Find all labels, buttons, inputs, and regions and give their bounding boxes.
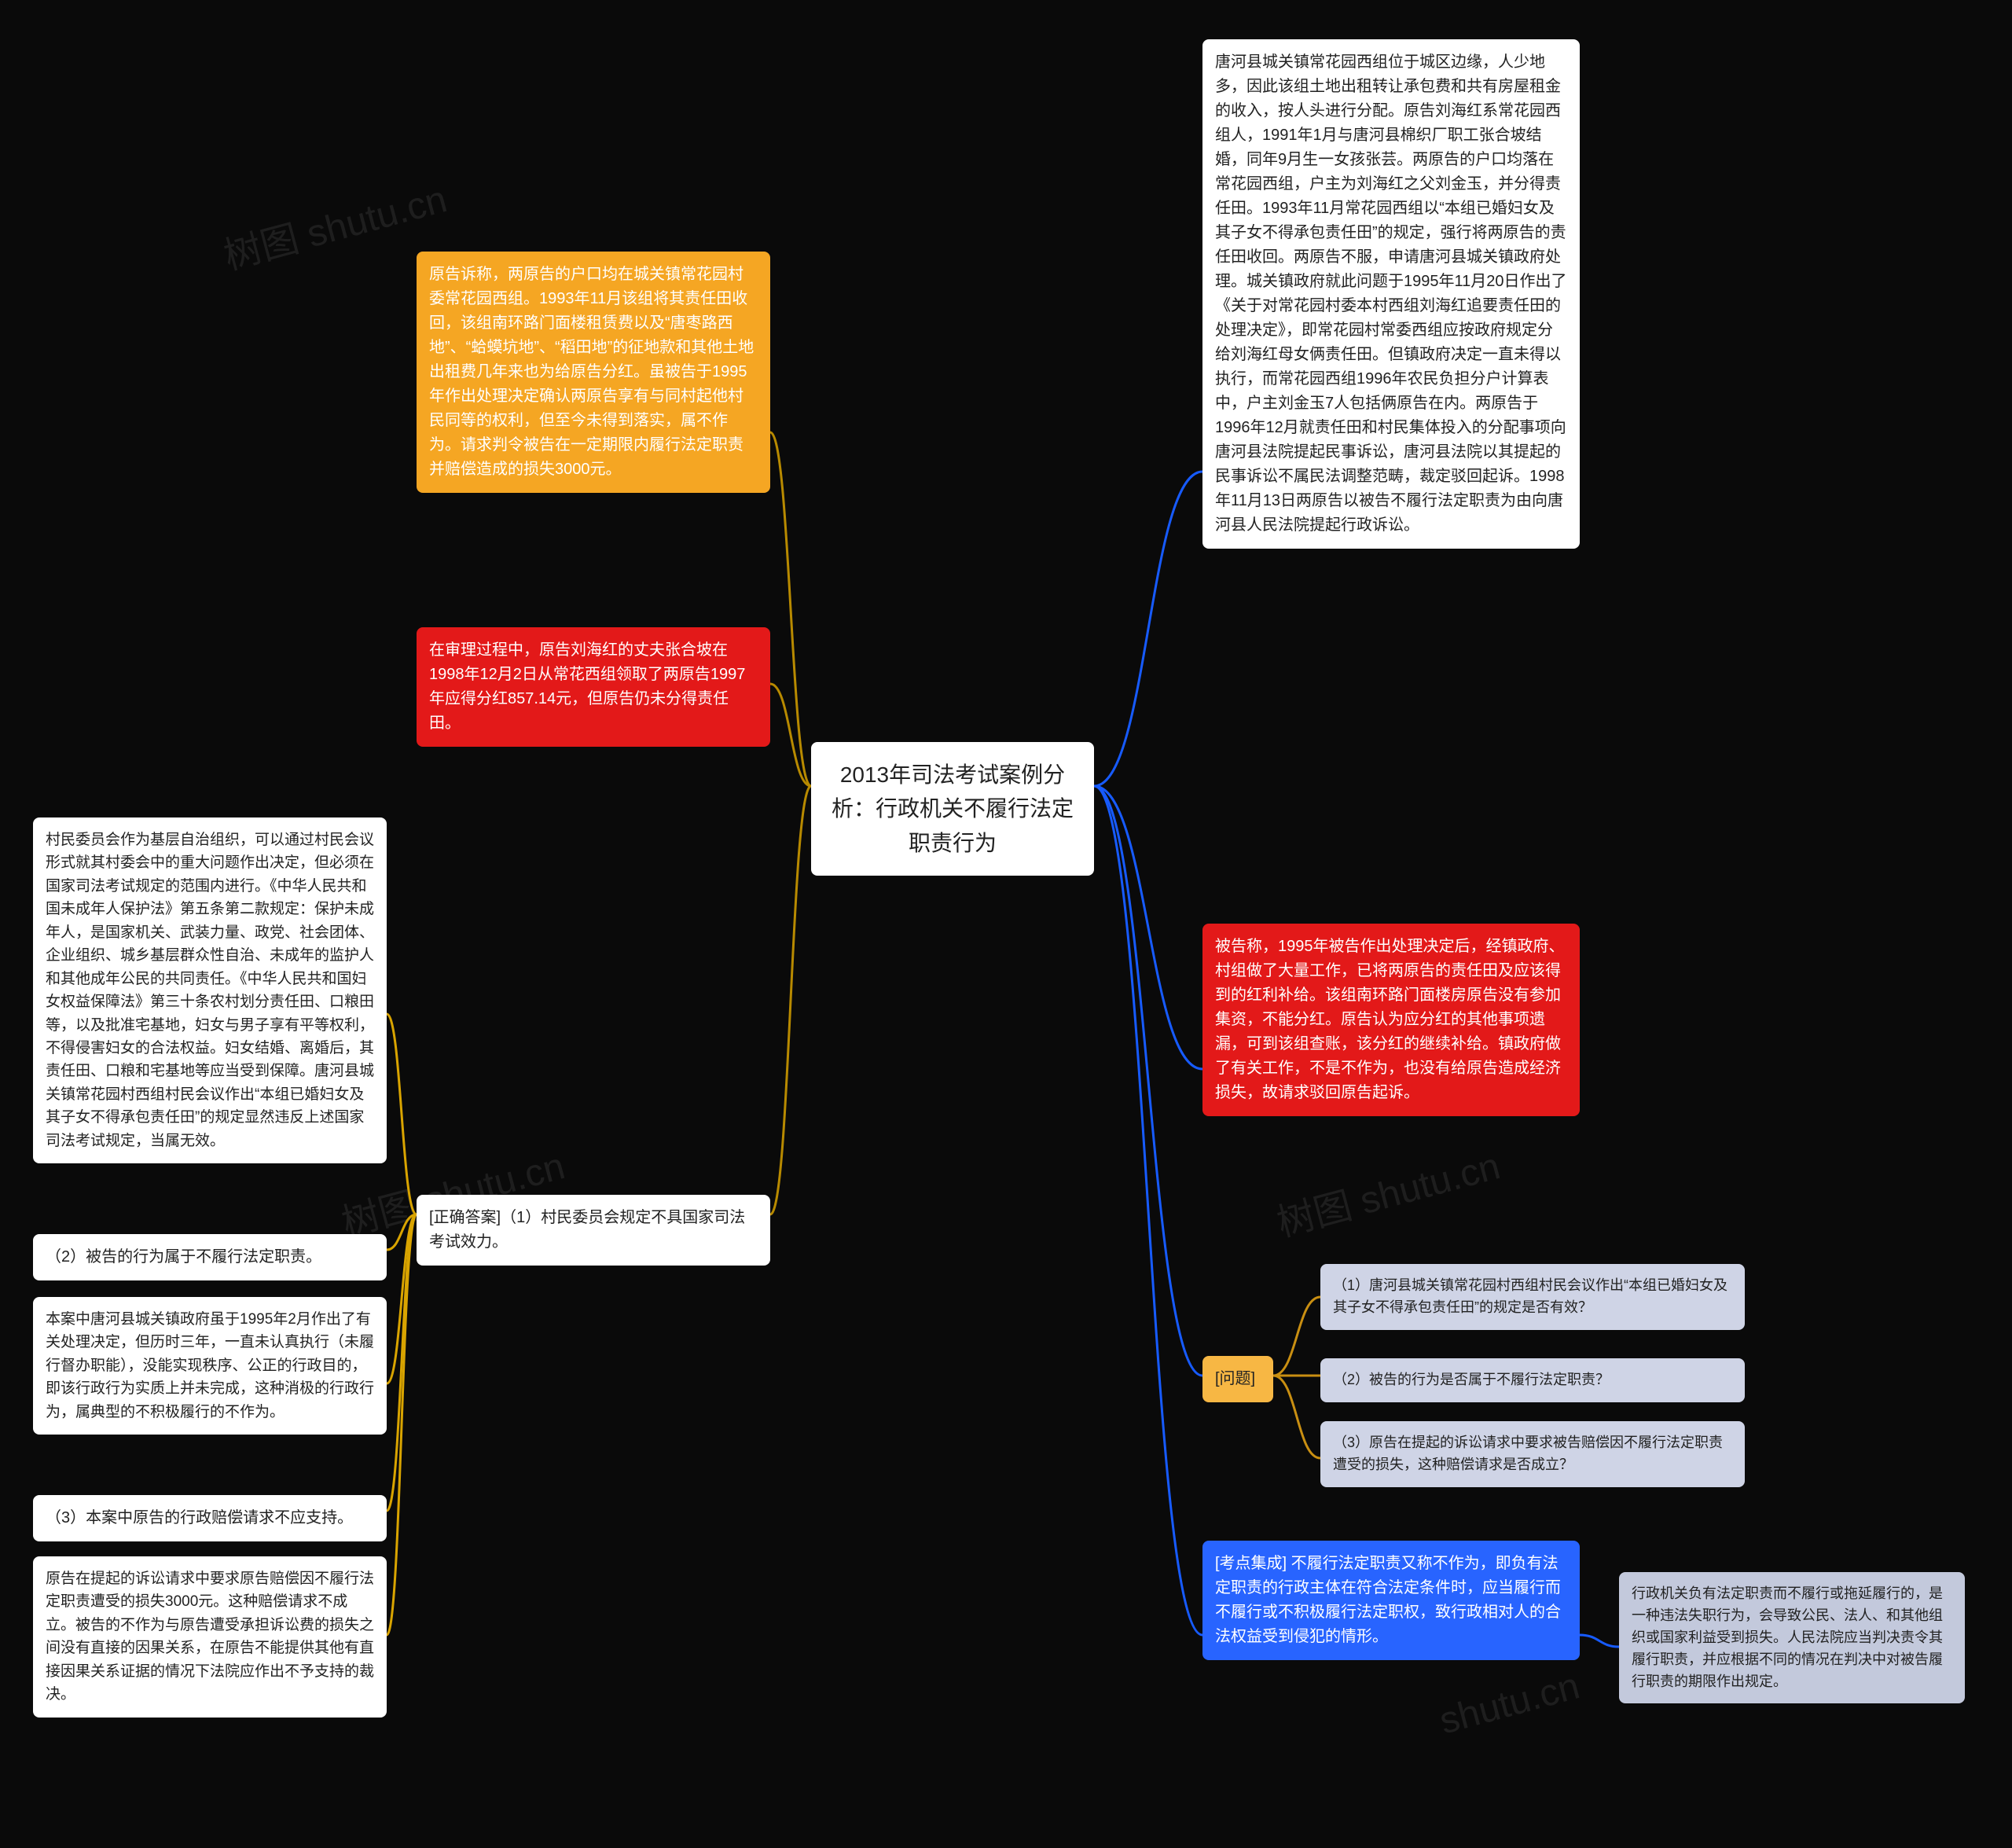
defendant-statement-node[interactable]: 被告称，1995年被告作出处理决定后，经镇政府、村组做了大量工作，已将两原告的责…	[1202, 924, 1580, 1116]
case-facts-node[interactable]: 唐河县城关镇常花园西组位于城区边缘，人少地多，因此该组土地出租转让承包费和共有房…	[1202, 39, 1580, 549]
question-3[interactable]: （3）原告在提起的诉讼请求中要求被告赔偿因不履行法定职责遭受的损失，这种赔偿请求…	[1320, 1421, 1745, 1487]
question-2[interactable]: （2）被告的行为是否属于不履行法定职责？	[1320, 1358, 1745, 1402]
key-points-node[interactable]: [考点集成] 不履行法定职责又称不作为，即负有法定职责的行政主体在符合法定条件时…	[1202, 1541, 1580, 1660]
answer-detail-2[interactable]: （2）被告的行为属于不履行法定职责。	[33, 1234, 387, 1280]
watermark: shutu.cn	[1435, 1664, 1584, 1743]
answer-detail-2-expl[interactable]: 本案中唐河县城关镇政府虽于1995年2月作出了有关处理决定，但历时三年，一直未认…	[33, 1297, 387, 1435]
plaintiff-claim-node[interactable]: 原告诉称，两原告的户口均在城关镇常花园村委常花园西组。1993年11月该组将其责…	[417, 252, 770, 493]
answer-detail-3-expl[interactable]: 原告在提起的诉讼请求中要求原告赔偿因不履行法定职责遭受的损失3000元。这种赔偿…	[33, 1556, 387, 1718]
key-points-sub-node[interactable]: 行政机关负有法定职责而不履行或拖延履行的，是一种违法失职行为，会导致公民、法人、…	[1619, 1572, 1965, 1703]
trial-process-node[interactable]: 在审理过程中，原告刘海红的丈夫张合坡在1998年12月2日从常花西组领取了两原告…	[417, 627, 770, 747]
question-1[interactable]: （1）唐河县城关镇常花园村西组村民会议作出“本组已婚妇女及其子女不得承包责任田”…	[1320, 1264, 1745, 1330]
answer-detail-1[interactable]: 村民委员会作为基层自治组织，可以通过村民会议形式就其村委会中的重大问题作出决定，…	[33, 817, 387, 1163]
correct-answer-node[interactable]: [正确答案]（1）村民委员会规定不具国家司法考试效力。	[417, 1195, 770, 1266]
center-topic[interactable]: 2013年司法考试案例分析：行政机关不履行法定职责行为	[811, 742, 1094, 876]
watermark: 树图 shutu.cn	[1270, 1135, 1505, 1247]
questions-label[interactable]: [问题]	[1202, 1356, 1273, 1402]
answer-detail-3[interactable]: （3）本案中原告的行政赔偿请求不应支持。	[33, 1495, 387, 1541]
